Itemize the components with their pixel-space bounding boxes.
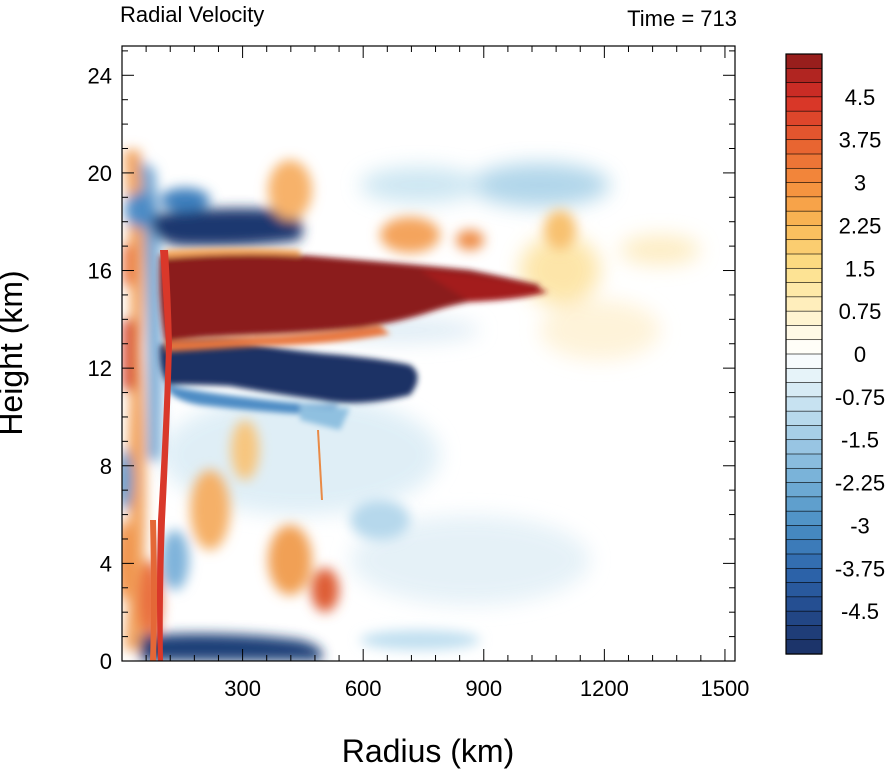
colorbar-bin [785, 239, 823, 255]
colorbar-label: 0 [854, 342, 866, 367]
colorbar-bin [785, 625, 823, 641]
colorbar-bin [785, 125, 823, 141]
colorbar-bin [785, 639, 823, 655]
chart-title: Radial Velocity [120, 2, 264, 27]
colorbar: 4.5 3.75 3 2.25 1.5 0.75 0 -0.75 -1.5 -2.25 -3 -3.7… [785, 53, 885, 655]
y-tick-label: 8 [100, 454, 112, 479]
colorbar-bin [785, 525, 823, 541]
y-axis-title: Height (km) [0, 270, 29, 435]
colorbar-bin [785, 253, 823, 269]
colorbar-bin [785, 167, 823, 184]
colorbar-label: -3.75 [835, 556, 885, 581]
x-axis-title: Radius (km) [342, 733, 514, 769]
y-tick-label: 12 [88, 356, 112, 381]
colorbar-label: 3 [854, 171, 866, 196]
time-label: Time = 713 [627, 6, 737, 31]
colorbar-label: -3 [850, 513, 870, 538]
colorbar-bin [785, 139, 823, 155]
colorbar-bin [785, 96, 823, 112]
x-tick-label: 600 [345, 676, 382, 701]
colorbar-bin [785, 367, 823, 384]
colorbar-label: -4.5 [841, 599, 879, 624]
colorbar-bin [785, 267, 823, 284]
colorbar-bin [785, 496, 823, 512]
plot-frame [121, 45, 736, 662]
colorbar-label: 2.25 [839, 213, 882, 238]
colorbar-bin [785, 453, 823, 469]
colorbar-bin [785, 582, 823, 598]
colorbar-frame [785, 53, 823, 655]
x-tick-label: 900 [465, 676, 502, 701]
colorbar-bin [785, 425, 823, 441]
colorbar-bin [785, 210, 823, 227]
colorbar-bin [785, 410, 823, 427]
colorbar-bin [785, 353, 823, 369]
colorbar-bin [785, 53, 823, 69]
colorbar-label: -2.25 [835, 471, 885, 496]
y-tick-label: 4 [100, 551, 112, 576]
colorbar-bin [785, 196, 823, 212]
colorbar-label: -1.5 [841, 428, 879, 453]
colorbar-bin [785, 567, 823, 584]
colorbar-bin [785, 282, 823, 298]
colorbar-label: 1.5 [845, 256, 876, 281]
y-tick-label: 24 [88, 63, 112, 88]
x-tick-label: 300 [224, 676, 261, 701]
colorbar-bin [785, 382, 823, 398]
colorbar-label: 3.75 [839, 128, 882, 153]
colorbar-bin [785, 610, 823, 627]
colorbar-bin [785, 510, 823, 527]
colorbar-bin [785, 553, 823, 569]
axes: 300 600 900 1200 1500 0 4 8 12 16 20 24 [88, 46, 749, 701]
colorbar-bin [785, 396, 823, 412]
y-tick-label: 0 [100, 649, 112, 674]
colorbar-label: -0.75 [835, 385, 885, 410]
colorbar-bin [785, 310, 823, 327]
colorbar-bin [785, 339, 823, 355]
colorbar-bin [785, 182, 823, 198]
colorbar-bin [785, 225, 823, 241]
colorbar-bin [785, 67, 823, 84]
x-tick-label: 1500 [700, 676, 749, 701]
colorbar-bin [785, 153, 823, 169]
colorbar-label: 0.75 [839, 299, 882, 324]
colorbar-label: 4.5 [845, 85, 876, 110]
colorbar-bin [785, 482, 823, 498]
colorbar-bin [785, 296, 823, 312]
colorbar-bin [785, 325, 823, 341]
x-tick-label: 1200 [580, 676, 629, 701]
y-tick-label: 20 [88, 161, 112, 186]
colorbar-bin [785, 467, 823, 484]
colorbar-bin [785, 539, 823, 555]
colorbar-bin [785, 110, 823, 127]
colorbar-bin [785, 82, 823, 98]
colorbar-bin [785, 596, 823, 612]
colorbar-bin [785, 439, 823, 455]
y-tick-label: 16 [88, 259, 112, 284]
velocity-field [122, 150, 700, 661]
